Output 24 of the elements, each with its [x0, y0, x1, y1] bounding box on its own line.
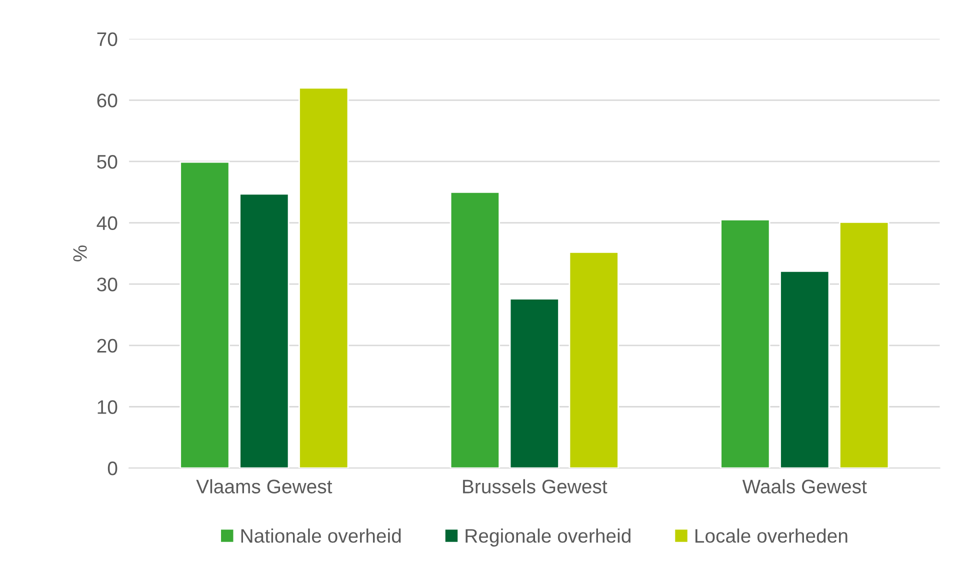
- x-tick-label: Waals Gewest: [742, 479, 867, 494]
- legend-label: Regionale overheid: [466, 528, 630, 547]
- bar: [239, 193, 290, 468]
- x-tick-label: Brussels Gewest: [463, 479, 608, 494]
- legend-label: Locale overheden: [695, 528, 848, 543]
- y-tick-label: 20: [97, 338, 118, 353]
- legend-label: Nationale overheid: [241, 528, 401, 543]
- bar: [509, 298, 560, 468]
- y-tick-label: 40: [96, 216, 118, 230]
- bar: [568, 252, 619, 468]
- bar: [780, 270, 830, 468]
- y-tick-label: 30: [97, 278, 118, 292]
- y-axis-title: %: [73, 246, 87, 262]
- y-tick-label: 0: [108, 462, 118, 476]
- bar: [450, 191, 500, 468]
- y-tick-label: 50: [97, 154, 118, 169]
- y-tick-label: 70: [97, 32, 118, 46]
- y-tick-label: 10: [98, 400, 118, 414]
- x-tick-label: Vlaams Gewest: [196, 479, 332, 494]
- bar: [298, 87, 349, 468]
- y-tick-label: 60: [97, 94, 118, 108]
- bar: [180, 161, 230, 468]
- bar: [720, 219, 770, 468]
- bar: [839, 221, 890, 468]
